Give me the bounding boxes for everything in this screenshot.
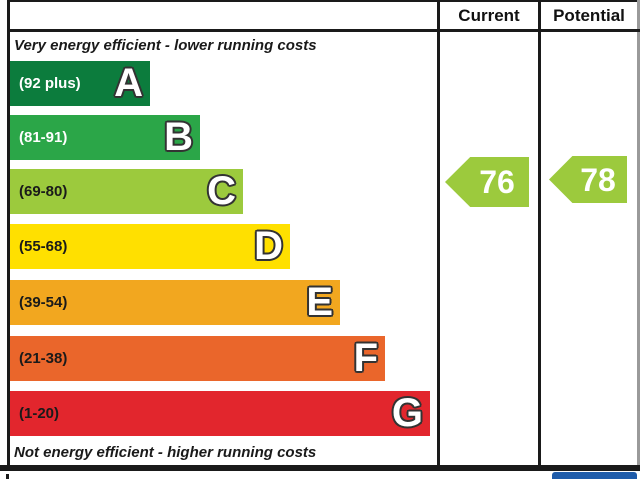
band-G-letter: G (391, 390, 423, 435)
band-F-letter: F (353, 335, 378, 380)
band-B-letter: B (164, 114, 193, 159)
potential-column-header: Potential (553, 5, 625, 25)
header-divider (7, 29, 640, 32)
band-E: (39-54) E (10, 280, 340, 325)
top-efficiency-caption: Very energy efficient - lower running co… (14, 37, 317, 54)
band-D-letter: D (254, 223, 283, 268)
band-D: (55-68) D (10, 224, 290, 269)
band-G-range: (1-20) (19, 405, 60, 422)
band-F: (21-38) F (10, 336, 385, 381)
potential-rating-arrow: 78 (549, 156, 627, 203)
band-A-range: (92 plus) (19, 75, 81, 92)
next-section-left-border (6, 474, 9, 479)
current-rating-value: 76 (479, 164, 515, 200)
band-B: (81-91) B (10, 115, 200, 160)
eu-directive-box (552, 472, 637, 479)
band-B-range: (81-91) (19, 129, 68, 146)
table-left-border (7, 0, 10, 471)
band-E-range: (39-54) (19, 294, 68, 311)
band-C-letter: C (207, 168, 236, 213)
band-D-range: (55-68) (19, 238, 68, 255)
bottom-efficiency-caption: Not energy efficient - higher running co… (14, 444, 317, 461)
band-E-letter: E (306, 279, 333, 324)
current-column-header: Current (458, 5, 520, 25)
table-right-border (637, 0, 640, 471)
potential-rating-value: 78 (580, 161, 616, 198)
current-column-divider (437, 0, 440, 471)
band-A-letter: A (114, 60, 143, 105)
current-rating-arrow: 76 (445, 157, 529, 207)
band-C: (69-80) C (10, 169, 243, 214)
band-A: (92 plus) A (10, 61, 150, 106)
potential-column-divider (538, 0, 541, 471)
band-G: (1-20) G (10, 391, 430, 436)
band-F-range: (21-38) (19, 350, 68, 367)
band-C-range: (69-80) (19, 183, 68, 200)
table-bottom-border (0, 465, 640, 471)
table-top-border (7, 0, 640, 2)
